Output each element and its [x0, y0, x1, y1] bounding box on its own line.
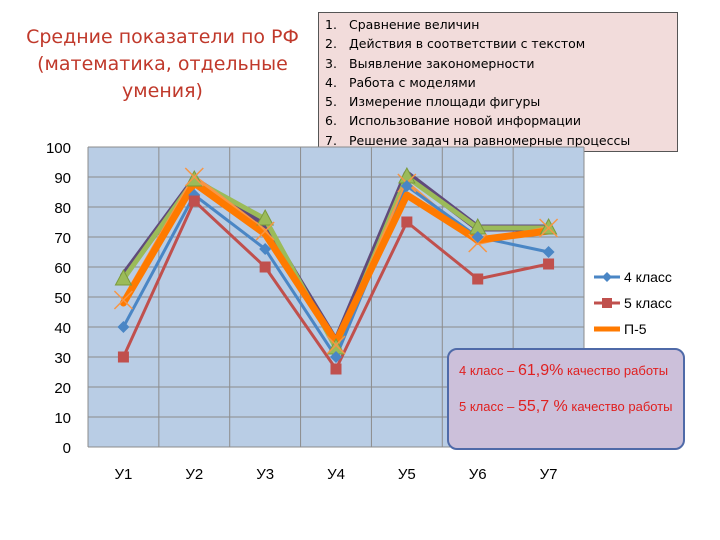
data-point [256, 208, 274, 226]
legend-label: П-5 [624, 321, 647, 337]
y-axis-ticks: 0 10 20 30 40 50 60 70 80 90 100 [46, 140, 71, 457]
data-point [543, 258, 555, 270]
skill-number: 2. [325, 36, 337, 52]
x-tick-label: У3 [256, 466, 274, 483]
skill-number: 1. [325, 17, 337, 32]
data-point [471, 231, 484, 243]
diamond-marker-icon [594, 272, 620, 282]
skill-number: 6. [325, 113, 337, 129]
grade5-suffix: качество работы [567, 399, 673, 414]
legend-label: 5 класс [624, 295, 672, 311]
data-point [539, 217, 558, 235]
data-point [542, 246, 555, 258]
data-point [184, 167, 204, 187]
skill-text: Сравнение величин [349, 17, 480, 32]
quality-callout: 4 класс – 61,9% качество работы 5 класс … [447, 348, 685, 450]
data-point [113, 290, 133, 310]
y-tick-label: 40 [54, 320, 71, 337]
y-tick-label: 0 [63, 440, 71, 457]
y-tick-label: 70 [54, 230, 71, 247]
y-tick-label: 100 [46, 140, 71, 157]
x-tick-label: У4 [327, 466, 345, 483]
data-point [539, 218, 559, 238]
skill-text: Выявление закономерности [349, 55, 535, 71]
x-tick-label: У6 [469, 466, 487, 483]
y-tick-label: 80 [54, 200, 71, 217]
skill-text: Действия в соответствии с текстом [349, 36, 586, 52]
x-tick-label: У5 [398, 466, 416, 483]
y-tick-label: 60 [54, 260, 71, 277]
skill-item: 6. Использование новой информации [325, 111, 671, 130]
skill-number: 4. [325, 74, 337, 90]
y-tick-label: 30 [54, 350, 71, 367]
data-point [472, 273, 484, 285]
data-point [188, 195, 200, 207]
data-point [259, 243, 272, 255]
x-tick-label: У7 [540, 466, 558, 483]
data-point [185, 169, 204, 187]
title-line-1: Средние показатели по РФ [26, 26, 299, 48]
skill-item: 7. Решение задач на равномерные процессы [325, 131, 671, 150]
grade4-suffix: качество работы [563, 363, 669, 378]
legend-item-grade4: 4 класс [594, 264, 672, 290]
y-tick-label: 20 [54, 380, 71, 397]
y-tick-label: 90 [54, 170, 71, 187]
skill-number: 5. [325, 94, 337, 110]
data-point [259, 261, 271, 273]
skill-text: Работа с моделями [349, 74, 476, 90]
x-tick-label: У1 [114, 466, 132, 483]
title-line-3: умения) [122, 80, 203, 102]
skill-number: 3. [325, 55, 337, 71]
data-point [400, 180, 413, 192]
skills-legend: 1. Сравнение величин 2. Действия в соответ… [318, 12, 678, 152]
data-point [401, 216, 413, 228]
chart-title: Средние показатели по РФ (математика, от… [20, 24, 305, 105]
legend-item-p5: П-5 [594, 316, 672, 342]
grade4-quality: 4 класс – 61,9% качество работы [459, 362, 673, 380]
grade5-quality: 5 класс – 55,7 % качество работы [459, 398, 673, 416]
skill-item: 5. Измерение площади фигуры [325, 92, 671, 111]
series-group [113, 166, 559, 375]
data-point [117, 351, 129, 363]
square-marker-icon [594, 298, 620, 308]
data-point [330, 351, 342, 363]
grade4-value: 61,9% [517, 362, 564, 379]
y-tick-label: 10 [54, 410, 71, 427]
data-point [255, 221, 275, 241]
data-point [114, 268, 133, 286]
x-axis-ticks: У1 У2 У3 У4 У5 У6 У7 [114, 466, 557, 483]
x-tick-label: У2 [185, 466, 203, 483]
grade5-value: 55,7 % [517, 398, 568, 415]
series-legend: 4 класс 5 класс П-5 [594, 264, 672, 342]
skill-number: 7. [325, 132, 337, 148]
skill-text: Решение задач на равномерные процессы [349, 132, 631, 148]
skill-item: 2. Действия в соответствии с текстом [325, 34, 671, 53]
skill-text: Измерение площади фигуры [349, 94, 541, 110]
grade5-prefix: 5 класс – [459, 399, 518, 414]
data-point [330, 363, 342, 375]
data-point [326, 335, 346, 355]
skill-text: Использование новой информации [349, 113, 582, 129]
skill-item: 3. Выявление закономерности [325, 54, 671, 73]
skill-item: 4. Работа с моделями [325, 73, 671, 92]
title-line-2: (математика, отдельные [37, 53, 288, 75]
data-point [117, 321, 130, 333]
legend-label: 4 класс [624, 269, 672, 285]
line-marker-icon [594, 326, 620, 332]
y-tick-label: 50 [54, 290, 71, 307]
skill-item: 1. Сравнение величин [325, 15, 671, 34]
grade4-prefix: 4 класс – [459, 363, 518, 378]
legend-item-grade5: 5 класс [594, 290, 672, 316]
